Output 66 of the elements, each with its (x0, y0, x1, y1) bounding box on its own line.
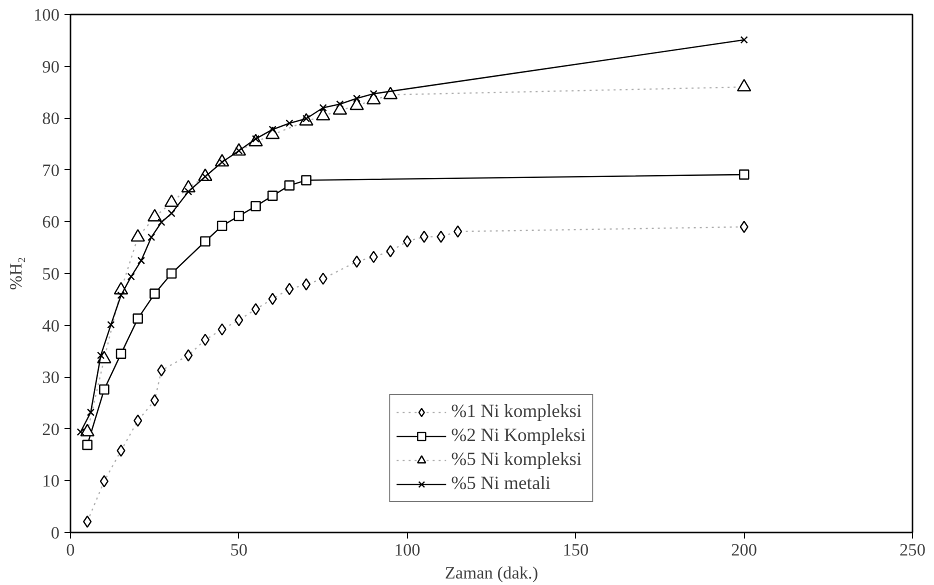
point (251, 303, 260, 316)
x-tick-label: 150 (562, 540, 589, 560)
y-tick-label: 80 (42, 109, 60, 128)
point (436, 230, 446, 243)
point (216, 220, 228, 231)
point (234, 210, 244, 222)
legend-label: %1 Ni kompleksi (451, 401, 582, 423)
point (319, 104, 327, 112)
point (116, 348, 126, 359)
point (738, 169, 750, 180)
x-tick-label: 0 (66, 540, 75, 560)
point (150, 394, 160, 407)
point (107, 320, 115, 329)
point (184, 349, 193, 362)
point (318, 272, 328, 285)
point (99, 384, 110, 395)
point (370, 90, 378, 98)
point (200, 334, 210, 346)
legend-label: %5 Ni kompleksi (451, 449, 582, 471)
y-tick-label: 90 (42, 57, 60, 76)
point (100, 475, 108, 488)
point (168, 210, 176, 218)
point (740, 36, 748, 44)
point (148, 233, 156, 242)
x-tick-label: 100 (394, 540, 420, 560)
point (267, 190, 278, 201)
point (132, 313, 144, 324)
point (352, 255, 362, 268)
point (86, 408, 95, 416)
point (301, 175, 312, 186)
x-tick-label: 200 (731, 540, 758, 560)
y-tick-label: 0 (50, 524, 60, 542)
point (166, 268, 177, 279)
y-tick-label: 70 (42, 160, 60, 180)
y-tick-label: 50 (42, 264, 60, 284)
point (150, 288, 160, 299)
point (76, 428, 84, 436)
y-tick-label: 40 (42, 316, 60, 336)
point (336, 100, 344, 108)
x-axis-title: Zaman (dak.) (444, 564, 538, 582)
point (184, 188, 192, 196)
point (302, 278, 311, 291)
point (386, 245, 395, 258)
legend-label: %2 Ni Kompleksi (451, 425, 586, 447)
y-tick-label: 100 (34, 6, 60, 24)
y-axis-title: %H₂ (6, 256, 26, 290)
point (402, 235, 412, 248)
point (158, 218, 166, 226)
point (127, 272, 135, 280)
point (200, 236, 210, 247)
point (82, 440, 92, 450)
point (352, 94, 361, 102)
point (420, 230, 428, 243)
point (117, 291, 125, 300)
x-tick-label: 250 (900, 540, 926, 560)
point (116, 444, 126, 457)
legend-label: %5 Ni metali (451, 473, 551, 495)
x-tick-label: 50 (230, 540, 248, 560)
point (137, 256, 146, 264)
y-tick-label: 10 (42, 472, 60, 491)
y-tick-label: 60 (42, 212, 60, 232)
point (250, 201, 261, 212)
y-tick-label: 30 (42, 368, 60, 388)
point (286, 119, 294, 128)
y-tick-label: 20 (42, 420, 60, 439)
point (284, 180, 295, 191)
